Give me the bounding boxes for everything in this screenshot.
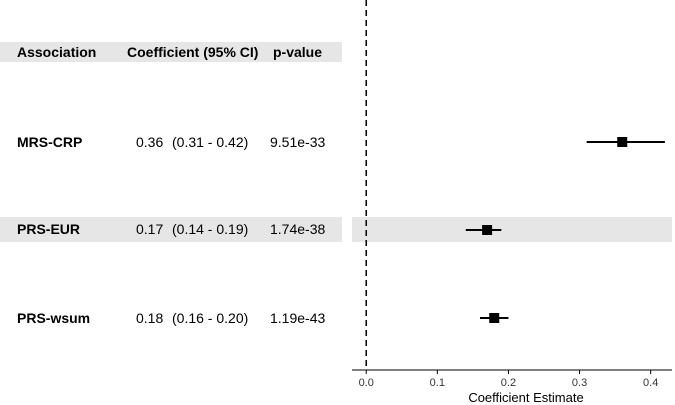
row-name: PRS-wsum [17,310,91,326]
plot-band-prs-eur [352,217,672,242]
row-name: MRS-CRP [17,134,83,150]
estimate-marker-prs-wsum [489,313,500,323]
header-pvalue: p-value [273,44,323,60]
x-tick-label: 0.0 [359,377,374,389]
row-coef: 0.36 [136,134,164,150]
row-pvalue: 1.19e-43 [270,310,326,326]
header-coefficient: Coefficient (95% CI) [127,44,259,60]
row-coef: 0.18 [136,310,164,326]
row-name: PRS-EUR [17,221,81,237]
row-coef: 0.17 [136,221,164,237]
x-tick-label: 0.1 [430,377,445,389]
estimate-marker-mrs-crp [617,137,628,147]
row-ci: (0.31 - 0.42) [172,134,249,150]
row-pvalue: 1.74e-38 [270,221,326,237]
row-ci: (0.16 - 0.20) [172,310,249,326]
estimate-marker-prs-eur [482,225,493,235]
row-band-prs-eur [0,217,342,242]
x-tick-label: 0.4 [643,377,658,389]
x-axis-ticks: 0.0 0.1 0.2 0.3 0.4 [359,370,658,389]
row-ci: (0.14 - 0.19) [172,221,249,237]
forest-plot-marks [465,137,665,323]
header-association: Association [17,44,97,60]
x-tick-label: 0.2 [501,377,516,389]
header-band [0,42,342,62]
x-tick-label: 0.3 [572,377,587,389]
row-pvalue: 9.51e-33 [270,134,326,150]
x-axis-label: Coefficient Estimate [468,390,583,405]
